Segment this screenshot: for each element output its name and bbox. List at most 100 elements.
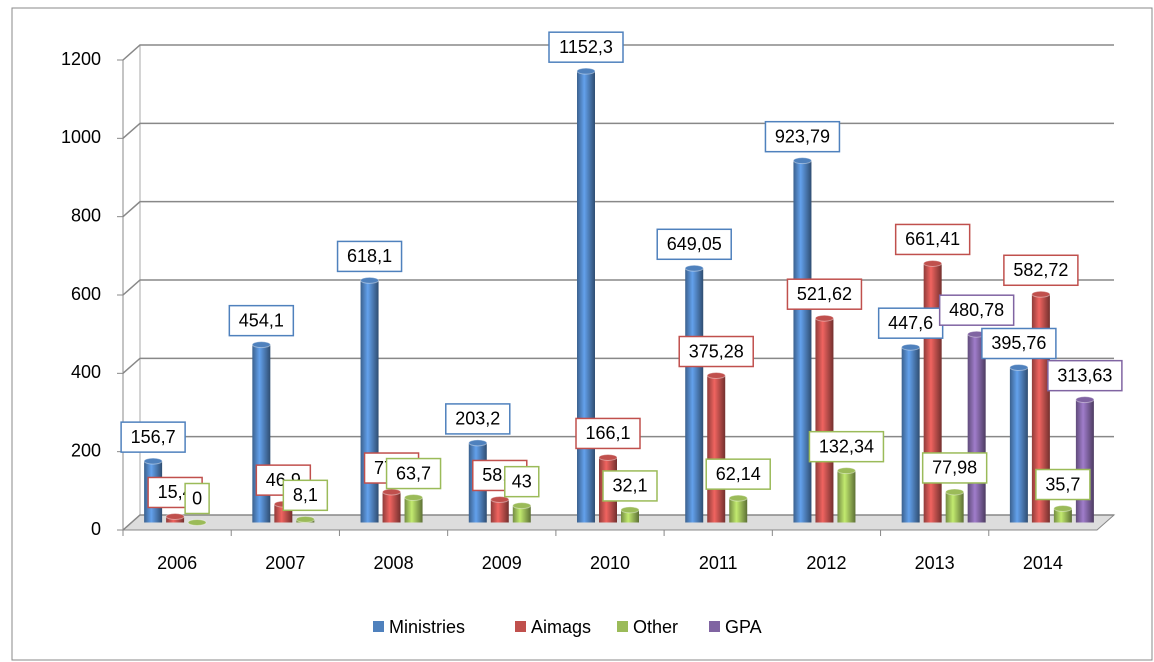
bar-top	[360, 276, 380, 284]
bar-top	[1031, 290, 1051, 298]
value-label: 395,76	[991, 333, 1046, 353]
value-label-box	[1047, 359, 1123, 392]
bar	[512, 505, 531, 523]
value-label: 32,1	[612, 476, 647, 496]
value-label: 15,4	[158, 482, 193, 502]
legend-swatch	[709, 621, 720, 632]
bar	[404, 497, 423, 523]
x-tick-label: 2013	[915, 553, 955, 573]
floor	[121, 514, 1116, 531]
x-tick-label: 2007	[265, 553, 305, 573]
y-tick-label: 1200	[61, 49, 101, 69]
value-label-box	[336, 240, 403, 273]
value-label-box	[385, 457, 442, 490]
bar	[577, 71, 595, 523]
value-label-box	[548, 31, 624, 63]
value-label-box	[921, 452, 988, 484]
bar	[621, 509, 639, 523]
x-tick-label: 2012	[806, 553, 846, 573]
x-tick-label: 2011	[699, 553, 738, 573]
bar-top	[165, 512, 185, 520]
value-label: 62,14	[716, 464, 761, 484]
value-label-box	[938, 294, 1015, 326]
bar-top	[814, 314, 834, 322]
bar-top	[923, 259, 943, 267]
grid-line	[122, 200, 1114, 218]
value-label-box	[705, 458, 771, 490]
grid-line	[122, 357, 1114, 374]
value-label: 582,72	[1013, 260, 1068, 280]
bar-top	[468, 439, 488, 447]
bar	[490, 499, 509, 523]
value-label-box	[228, 304, 295, 337]
legend-swatch	[373, 621, 384, 632]
bar	[901, 347, 920, 523]
bar	[967, 334, 986, 523]
value-label-box	[678, 335, 754, 368]
value-label: 35,7	[1045, 474, 1080, 494]
value-label-box	[656, 228, 732, 261]
value-label-box	[1035, 468, 1091, 501]
grid-line	[122, 44, 1114, 61]
bar-top	[706, 372, 726, 380]
bar-top	[490, 495, 510, 503]
bar-top	[143, 457, 163, 465]
value-label-box	[602, 470, 658, 502]
value-label-box	[1003, 254, 1079, 287]
legend-swatch	[617, 621, 628, 632]
y-tick-label: 1000	[61, 127, 101, 147]
bar	[837, 470, 856, 523]
bar-top	[187, 519, 207, 526]
bar	[360, 280, 379, 523]
x-tick-label: 2008	[374, 553, 414, 573]
bar-top	[1053, 505, 1073, 513]
bar	[945, 491, 964, 523]
bar	[685, 268, 704, 523]
x-tick-label: 2006	[157, 553, 197, 573]
legend-label: Ministries	[389, 617, 465, 637]
y-tick-label: 800	[71, 205, 101, 225]
value-label: 649,05	[667, 234, 722, 254]
value-label: 447,6	[888, 313, 933, 333]
legend-label: Aimags	[531, 617, 591, 637]
value-label: 1152,3	[559, 37, 613, 57]
value-label: 618,1	[347, 246, 392, 266]
bar-top	[576, 67, 596, 75]
value-label: 480,78	[949, 300, 1004, 320]
value-label: 156,7	[131, 427, 176, 447]
bar	[707, 375, 726, 523]
y-tick-label: 600	[71, 284, 101, 304]
y-tick-label: 200	[71, 440, 101, 460]
bar	[1009, 367, 1028, 523]
value-label-box	[764, 120, 841, 153]
value-label-box	[282, 479, 329, 512]
legend-label: Other	[633, 617, 678, 637]
value-label: 63,7	[396, 463, 431, 483]
value-label: 132,34	[819, 436, 874, 456]
x-tick-label: 2014	[1023, 553, 1063, 573]
bar	[1053, 508, 1072, 523]
bar	[382, 492, 401, 523]
bar-top	[728, 494, 748, 502]
value-label: 923,79	[775, 126, 830, 146]
bar	[815, 318, 834, 523]
value-label-box	[808, 430, 885, 463]
x-tick-label: 2010	[590, 553, 630, 573]
bar-top	[382, 488, 402, 496]
value-label-box	[981, 327, 1057, 360]
value-label-box	[184, 482, 210, 515]
value-label: 166,1	[585, 423, 630, 443]
value-label-box	[120, 421, 186, 453]
bar-top	[901, 343, 921, 351]
grid-line	[122, 514, 1114, 531]
bar-top	[251, 341, 271, 349]
value-label: 0	[192, 488, 202, 508]
bar	[1075, 399, 1094, 523]
bar-top	[1009, 363, 1029, 371]
value-label-box	[786, 278, 863, 310]
bar-top	[792, 157, 812, 165]
bar	[793, 160, 812, 523]
bar-top	[684, 264, 704, 272]
value-label-box	[445, 403, 511, 435]
